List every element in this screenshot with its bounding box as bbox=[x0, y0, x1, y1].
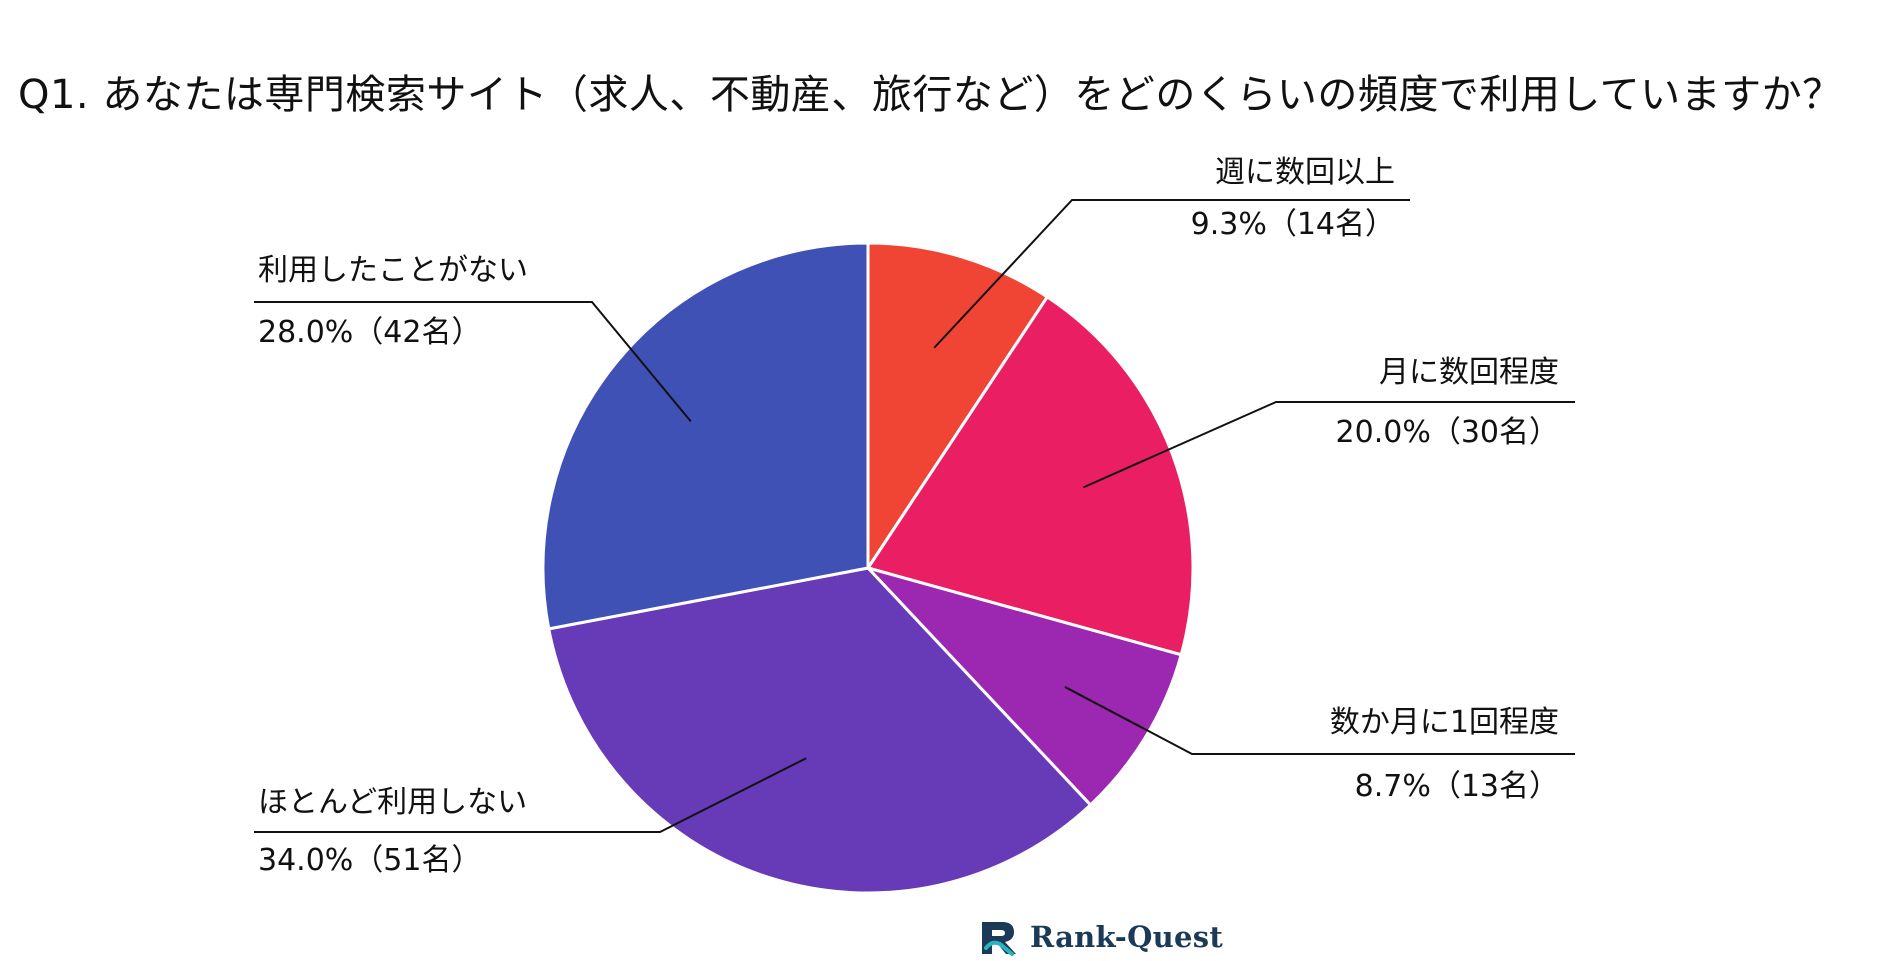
leader-rarely bbox=[254, 757, 807, 833]
slice-value-monthly: 20.0%（30名） bbox=[1335, 415, 1559, 450]
slice-rarely bbox=[547, 566, 1093, 895]
slice-label-never: 利用したことがない bbox=[258, 253, 528, 288]
slice-value-weekly: 9.3%（14名） bbox=[1190, 207, 1395, 242]
slice-value-never: 28.0%（42名） bbox=[258, 315, 482, 350]
chart-title: Q1. あなたは専門検索サイト（求人、不動産、旅行など）をどのくらいの頻度で利用… bbox=[18, 72, 1843, 118]
leader-never bbox=[254, 301, 692, 423]
slice-monthly bbox=[865, 294, 1195, 657]
slice-value-rarely: 34.0%（51名） bbox=[258, 843, 482, 878]
slice-label-weekly: 週に数回以上 bbox=[1215, 155, 1395, 190]
slice-label-few-months: 数か月に1回程度 bbox=[1329, 705, 1559, 740]
slice-value-few-months: 8.7%（13名） bbox=[1354, 769, 1559, 804]
leader-monthly bbox=[1083, 401, 1575, 489]
slice-label-rarely: ほとんど利用しない bbox=[258, 785, 528, 820]
brand-name: Rank-Quest bbox=[1030, 920, 1224, 954]
slice-few-months bbox=[863, 565, 1184, 808]
rank-quest-logo-icon bbox=[982, 922, 1016, 956]
brand-logo: Rank-Quest bbox=[978, 918, 1223, 956]
leader-few-months bbox=[1064, 686, 1575, 755]
slice-never bbox=[541, 241, 870, 631]
leader-weekly bbox=[933, 199, 1410, 349]
slice-label-monthly: 月に数回程度 bbox=[1379, 355, 1559, 390]
slice-weekly bbox=[866, 241, 1050, 573]
